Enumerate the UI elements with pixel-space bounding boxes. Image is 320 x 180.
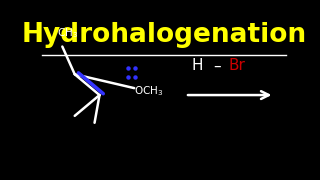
Text: $\mathregular{CH_3}$: $\mathregular{CH_3}$: [57, 26, 79, 40]
Text: H: H: [192, 58, 203, 73]
Text: –: –: [213, 58, 221, 73]
Text: Hydrohalogenation: Hydrohalogenation: [21, 22, 307, 48]
Text: Br: Br: [229, 58, 245, 73]
Text: $\mathregular{OCH_3}$: $\mathregular{OCH_3}$: [134, 84, 164, 98]
